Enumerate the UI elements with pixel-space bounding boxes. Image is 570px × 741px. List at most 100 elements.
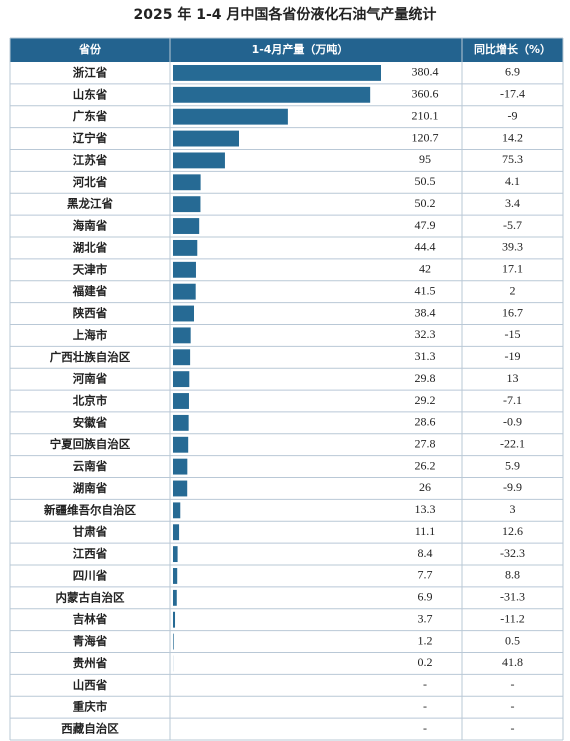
province: 广东省 — [73, 109, 108, 123]
province: 西藏自治区 — [61, 722, 119, 736]
province: 宁夏回族自治区 — [50, 437, 131, 451]
production: - — [423, 699, 427, 713]
growth: 2 — [510, 283, 516, 297]
bar — [173, 414, 189, 431]
production: 380.4 — [412, 65, 439, 79]
production: 50.2 — [415, 196, 436, 210]
production: 41.5 — [415, 283, 436, 297]
bar — [173, 305, 194, 322]
province: 青海省 — [73, 634, 108, 648]
production: 8.4 — [418, 546, 433, 560]
growth: 3.4 — [505, 196, 520, 210]
production: 26.2 — [415, 458, 436, 472]
province: 河北省 — [73, 175, 108, 189]
province: 辽宁省 — [73, 131, 108, 145]
province: 内蒙古自治区 — [56, 590, 125, 604]
bar — [173, 86, 371, 103]
production: 95 — [419, 152, 431, 166]
bar — [173, 283, 196, 300]
growth: - — [511, 699, 515, 713]
bar — [173, 349, 191, 366]
growth: -15 — [505, 327, 521, 341]
growth: 17.1 — [502, 262, 523, 276]
growth: 6.9 — [505, 65, 520, 79]
production: 360.6 — [412, 87, 439, 101]
production: 29.8 — [415, 371, 436, 385]
title: 2025 年 1-4 月中国各省份液化石油气产量统计 — [134, 6, 437, 23]
province: 新疆维吾尔自治区 — [44, 503, 136, 517]
production: 32.3 — [415, 327, 436, 341]
province: 福建省 — [72, 284, 108, 298]
production: 6.9 — [418, 590, 433, 604]
bar — [173, 174, 201, 191]
province: 黑龙江省 — [67, 197, 113, 211]
growth: - — [511, 721, 515, 735]
province: 陕西省 — [73, 306, 108, 320]
growth: -32.3 — [500, 546, 525, 560]
province: 海南省 — [73, 219, 108, 233]
bar — [173, 633, 174, 650]
production: 47.9 — [415, 218, 436, 232]
production: 44.4 — [415, 240, 436, 254]
bar — [173, 458, 188, 475]
growth: 4.1 — [505, 174, 520, 188]
growth: 3 — [510, 502, 516, 516]
province: 湖北省 — [73, 240, 108, 254]
bar — [173, 196, 201, 213]
production: 13.3 — [415, 502, 436, 516]
growth: 41.8 — [502, 655, 523, 669]
production: - — [423, 677, 427, 691]
column-header: 省份 — [78, 42, 102, 56]
production: 28.6 — [415, 415, 436, 429]
growth: -9 — [508, 108, 518, 122]
bar — [173, 65, 381, 81]
production: 120.7 — [412, 130, 439, 144]
production: 7.7 — [418, 568, 433, 582]
growth: 39.3 — [502, 240, 523, 254]
bar — [173, 239, 198, 256]
growth: -0.9 — [503, 415, 522, 429]
growth: -5.7 — [503, 218, 522, 232]
growth: -17.4 — [500, 87, 525, 101]
bar — [173, 524, 180, 541]
province: 贵州省 — [73, 656, 108, 670]
bar — [173, 589, 177, 606]
province: 甘肃省 — [73, 525, 108, 539]
bar — [173, 261, 196, 278]
bar — [173, 108, 288, 125]
growth: 0.5 — [505, 633, 520, 647]
province: 江苏省 — [73, 153, 108, 167]
growth: 5.9 — [505, 458, 520, 472]
bar — [173, 568, 178, 584]
growth: -9.9 — [503, 480, 522, 494]
growth: 75.3 — [502, 152, 523, 166]
province: 吉林省 — [73, 612, 108, 626]
growth: -7.1 — [503, 393, 522, 407]
province: 浙江省 — [73, 65, 108, 79]
province: 天津市 — [73, 262, 108, 276]
bar — [173, 436, 189, 453]
production: 0.2 — [418, 655, 433, 669]
production: 210.1 — [412, 108, 439, 122]
province: 上海市 — [73, 328, 108, 342]
province: 重庆市 — [73, 700, 108, 714]
growth: 12.6 — [502, 524, 523, 538]
production: 29.2 — [415, 393, 436, 407]
production: - — [423, 721, 427, 735]
growth: -19 — [505, 349, 521, 363]
province: 河南省 — [73, 372, 108, 386]
growth: 14.2 — [502, 130, 523, 144]
bar — [173, 152, 225, 169]
growth: -22.1 — [500, 436, 525, 450]
production: 11.1 — [415, 524, 436, 538]
province: 安徽省 — [73, 415, 108, 429]
growth: 16.7 — [502, 305, 523, 319]
bar — [173, 611, 176, 628]
bar — [173, 327, 191, 344]
bar — [173, 371, 190, 388]
province: 山东省 — [73, 87, 108, 101]
growth: 13 — [507, 371, 519, 385]
bar — [173, 546, 178, 563]
growth: -31.3 — [500, 590, 525, 604]
